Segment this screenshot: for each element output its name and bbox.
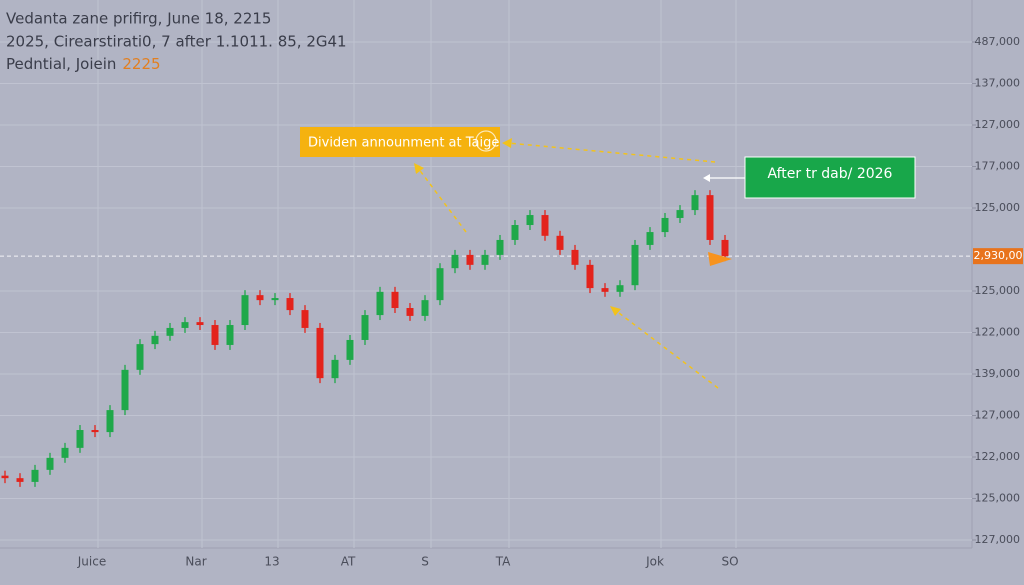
candle-body bbox=[571, 249, 579, 265]
arrow-head bbox=[703, 174, 710, 182]
candle-body bbox=[241, 295, 249, 326]
candle-body bbox=[286, 298, 294, 311]
candle-body bbox=[631, 244, 639, 286]
candle-body bbox=[31, 469, 39, 482]
candle-body bbox=[361, 315, 369, 340]
candle-body bbox=[166, 327, 174, 336]
candle-body bbox=[481, 254, 489, 265]
candle-body bbox=[151, 335, 159, 345]
candle-body bbox=[526, 215, 534, 226]
x-tick-label: TA bbox=[495, 555, 511, 569]
candle-body bbox=[121, 369, 129, 411]
candle-body bbox=[541, 215, 549, 236]
y-tick-label: 487,000 bbox=[975, 35, 1021, 48]
arrow-head bbox=[414, 163, 424, 174]
y-tick-label: 127,000 bbox=[975, 409, 1021, 422]
annotation-text: After tr dab/ 2026 bbox=[768, 166, 893, 182]
candle-body bbox=[496, 239, 504, 255]
y-tick-label: 127,000 bbox=[975, 533, 1021, 546]
candle-body bbox=[346, 339, 354, 360]
candle-body bbox=[1, 475, 9, 479]
y-tick-label: 125,000 bbox=[975, 492, 1021, 505]
candle-body bbox=[586, 264, 594, 289]
candle-body bbox=[616, 285, 624, 292]
x-tick-label: S bbox=[421, 555, 429, 569]
y-tick-label: 125,000 bbox=[975, 284, 1021, 297]
y-tick-label: 127,000 bbox=[975, 118, 1021, 131]
candle-body bbox=[226, 325, 234, 345]
x-tick-label: 13 bbox=[264, 555, 279, 569]
candle-body bbox=[676, 210, 684, 218]
candle-body bbox=[331, 359, 339, 379]
dashed-arrow bbox=[417, 167, 467, 233]
candle-body bbox=[46, 457, 54, 470]
candle-body bbox=[421, 300, 429, 316]
candle-body bbox=[691, 195, 699, 211]
chart-subtitle: 2025, Cirearstirati0, 7 after 1.1011. 85… bbox=[6, 33, 347, 51]
y-tick-label: 137,000 bbox=[975, 77, 1021, 90]
candle-body bbox=[706, 195, 714, 240]
x-tick-label: SO bbox=[721, 555, 738, 569]
annotation-box bbox=[300, 127, 500, 157]
price-marker bbox=[708, 252, 732, 266]
candle-body bbox=[661, 217, 669, 233]
candle-body bbox=[211, 325, 219, 345]
candle-body bbox=[271, 298, 279, 301]
arrow-head bbox=[610, 306, 621, 316]
y-tick-label: 125,000 bbox=[975, 201, 1021, 214]
chart-note: Pedntial, Joiein 2225 bbox=[6, 55, 161, 73]
grid bbox=[0, 0, 976, 548]
candle-body bbox=[376, 291, 384, 316]
x-tick-label: Nar bbox=[185, 555, 206, 569]
chart-title: Vedanta zane prifirg, June 18, 2215 bbox=[6, 10, 271, 28]
x-tick-label: AT bbox=[341, 555, 356, 569]
candles bbox=[1, 190, 729, 487]
y-tick-label: 122,000 bbox=[975, 326, 1021, 339]
candle-body bbox=[301, 310, 309, 328]
y-tick-label: 177,000 bbox=[975, 160, 1021, 173]
price-badge bbox=[973, 248, 1023, 265]
candle-body bbox=[181, 322, 189, 328]
annotation-text: Dividen announment at Taige bbox=[308, 136, 499, 151]
candle-body bbox=[601, 288, 609, 292]
candle-body bbox=[16, 478, 24, 482]
candle-body bbox=[91, 430, 99, 433]
candle-body bbox=[76, 430, 84, 448]
candle-body bbox=[136, 344, 144, 370]
candle-body bbox=[106, 410, 114, 433]
annotations: Dividen announment at Taige After tr dab… bbox=[300, 127, 916, 389]
y-tick-label: 122,000 bbox=[975, 450, 1021, 463]
candle-body bbox=[256, 295, 264, 301]
note-text: Pedntial, Joiein bbox=[6, 55, 116, 73]
note-highlight: 2225 bbox=[122, 55, 160, 73]
candle-body bbox=[721, 239, 729, 257]
candle-body bbox=[316, 327, 324, 379]
candle-body bbox=[556, 235, 564, 250]
candle-body bbox=[511, 225, 519, 240]
x-tick-label: Juice bbox=[77, 555, 106, 569]
candle-body bbox=[646, 232, 654, 245]
candle-body bbox=[436, 268, 444, 301]
candle-body bbox=[61, 447, 69, 458]
y-tick-label: 139,000 bbox=[975, 367, 1021, 380]
candle-body bbox=[406, 308, 414, 316]
arrow-head bbox=[502, 138, 512, 148]
candle-body bbox=[466, 254, 474, 265]
candle-body bbox=[196, 322, 204, 326]
annotation-box bbox=[744, 156, 916, 199]
candle-body bbox=[391, 291, 399, 309]
candle-body bbox=[451, 254, 459, 269]
dashed-arrow bbox=[507, 142, 716, 163]
x-tick-label: Jok bbox=[645, 555, 664, 569]
dashed-arrow bbox=[614, 309, 719, 389]
annotation-ring bbox=[475, 130, 497, 152]
price-label: 2,930,00 bbox=[974, 249, 1023, 262]
